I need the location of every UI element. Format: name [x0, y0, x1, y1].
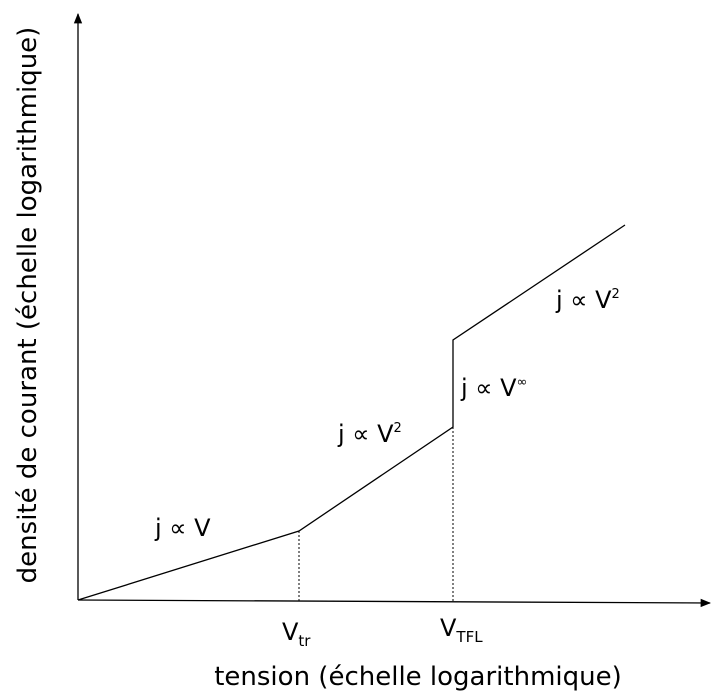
voltage-label: Vtr	[282, 618, 311, 650]
voltage-label: VTFL	[440, 614, 483, 646]
region-label: j ∝ V	[154, 514, 211, 542]
curve	[77, 224, 626, 601]
region-label: j ∝ V∞	[460, 374, 527, 402]
y-axis-label: densité de courant (échelle logarithmiqu…	[13, 27, 43, 584]
region-label: j ∝ V2	[337, 420, 402, 448]
x-axis	[77, 598, 712, 608]
x-axis-label: tension (échelle logarithmique)	[214, 662, 622, 692]
region-label: j ∝ V2	[555, 286, 620, 314]
